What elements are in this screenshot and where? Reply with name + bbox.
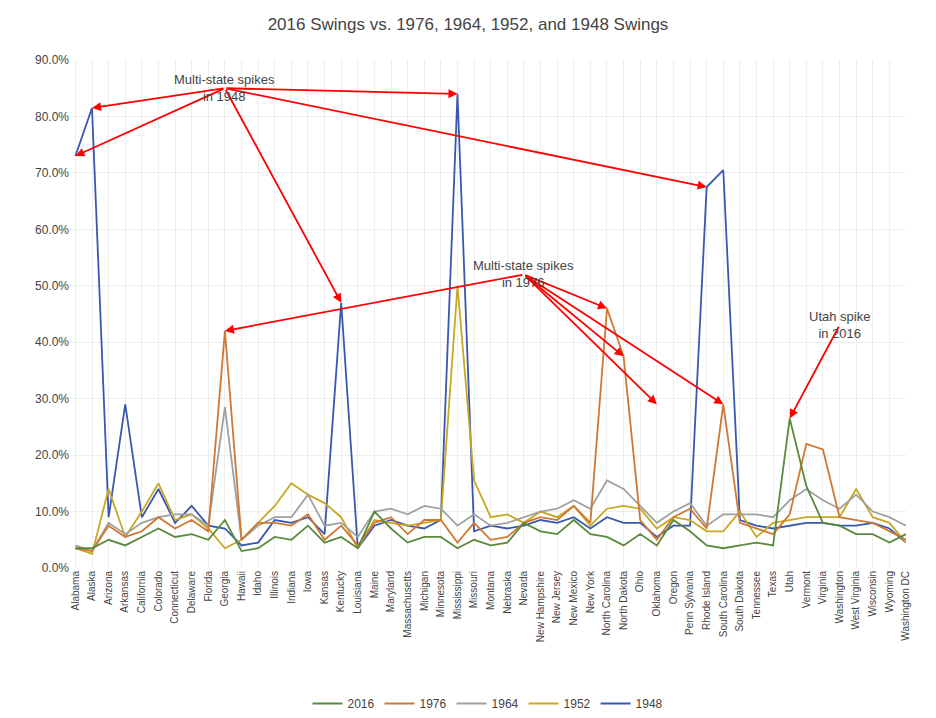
svg-text:Texas: Texas: [767, 571, 778, 597]
svg-text:50.0%: 50.0%: [35, 279, 69, 293]
svg-text:New Jersey: New Jersey: [551, 571, 562, 623]
svg-text:Utah: Utah: [784, 571, 795, 592]
svg-text:Idaho: Idaho: [252, 571, 263, 596]
svg-text:Nevada: Nevada: [518, 571, 529, 606]
svg-text:1976: 1976: [420, 697, 447, 711]
svg-text:Oregon: Oregon: [668, 571, 679, 604]
svg-text:Illinois: Illinois: [269, 571, 280, 599]
svg-text:Ohio: Ohio: [634, 571, 645, 593]
svg-text:20.0%: 20.0%: [35, 448, 69, 462]
svg-text:Louisiana: Louisiana: [352, 571, 363, 614]
svg-text:Wyoming: Wyoming: [884, 571, 895, 613]
svg-text:10.0%: 10.0%: [35, 505, 69, 519]
svg-text:Washington DC: Washington DC: [900, 571, 911, 641]
svg-text:Alabama: Alabama: [70, 571, 81, 611]
svg-text:Colorado: Colorado: [153, 571, 164, 612]
svg-text:30.0%: 30.0%: [35, 392, 69, 406]
svg-text:2016: 2016: [348, 697, 375, 711]
svg-text:0.0%: 0.0%: [42, 561, 70, 575]
svg-text:South Carolina: South Carolina: [718, 571, 729, 638]
svg-text:Massachusetts: Massachusetts: [402, 571, 413, 638]
svg-text:Multi-state spikesin 1976: Multi-state spikesin 1976: [473, 258, 574, 290]
svg-text:Vermont: Vermont: [801, 571, 812, 608]
svg-text:1952: 1952: [564, 697, 591, 711]
svg-text:Michigan: Michigan: [419, 571, 430, 611]
svg-text:Alaska: Alaska: [86, 571, 97, 601]
svg-text:90.0%: 90.0%: [35, 53, 69, 67]
svg-text:New Hampshire: New Hampshire: [535, 571, 546, 643]
svg-text:New York: New York: [585, 570, 596, 613]
svg-text:Multi-state spikesin 1948: Multi-state spikesin 1948: [174, 72, 275, 104]
svg-text:1948: 1948: [636, 697, 663, 711]
svg-text:1964: 1964: [492, 697, 519, 711]
svg-text:Iowa: Iowa: [302, 571, 313, 593]
svg-text:Arkansas: Arkansas: [119, 571, 130, 613]
svg-text:Delaware: Delaware: [186, 571, 197, 614]
svg-text:40.0%: 40.0%: [35, 335, 69, 349]
svg-text:Indiana: Indiana: [286, 571, 297, 604]
svg-text:West Virginia: West Virginia: [850, 571, 861, 630]
svg-text:Montana: Montana: [485, 571, 496, 610]
svg-text:New Mexico: New Mexico: [568, 571, 579, 626]
svg-text:Penn Sylvania: Penn Sylvania: [684, 571, 695, 635]
svg-text:Tennessee: Tennessee: [751, 571, 762, 620]
svg-text:Connecticut: Connecticut: [169, 571, 180, 624]
svg-text:South Dakota: South Dakota: [734, 571, 745, 632]
svg-text:Minnesota: Minnesota: [435, 571, 446, 618]
svg-text:Florida: Florida: [203, 571, 214, 602]
svg-text:North Carolina: North Carolina: [601, 571, 612, 636]
svg-text:Maryland: Maryland: [385, 571, 396, 612]
svg-text:Missouri: Missouri: [468, 571, 479, 608]
svg-text:60.0%: 60.0%: [35, 223, 69, 237]
svg-text:North Dakota: North Dakota: [618, 571, 629, 630]
svg-text:Arizona: Arizona: [103, 571, 114, 605]
svg-text:80.0%: 80.0%: [35, 110, 69, 124]
svg-text:Wisconsin: Wisconsin: [867, 571, 878, 617]
svg-text:California: California: [136, 571, 147, 614]
svg-text:Mississippi: Mississippi: [452, 571, 463, 619]
svg-text:Hawaii: Hawaii: [236, 571, 247, 601]
svg-text:Kentucky: Kentucky: [335, 571, 346, 612]
svg-text:Utah spikein 2016: Utah spikein 2016: [809, 309, 870, 341]
svg-text:Rhode Island: Rhode Island: [701, 571, 712, 630]
svg-text:70.0%: 70.0%: [35, 166, 69, 180]
svg-text:Virginia: Virginia: [817, 571, 828, 605]
svg-text:Maine: Maine: [369, 571, 380, 599]
svg-text:Washington: Washington: [834, 571, 845, 623]
svg-text:Oklahoma: Oklahoma: [651, 571, 662, 617]
svg-text:Kansas: Kansas: [319, 571, 330, 604]
svg-text:Georgia: Georgia: [219, 571, 230, 607]
svg-text:Nebraska: Nebraska: [502, 571, 513, 614]
svg-text:2016 Swings vs. 1976, 1964, 19: 2016 Swings vs. 1976, 1964, 1952, and 19…: [268, 15, 669, 34]
